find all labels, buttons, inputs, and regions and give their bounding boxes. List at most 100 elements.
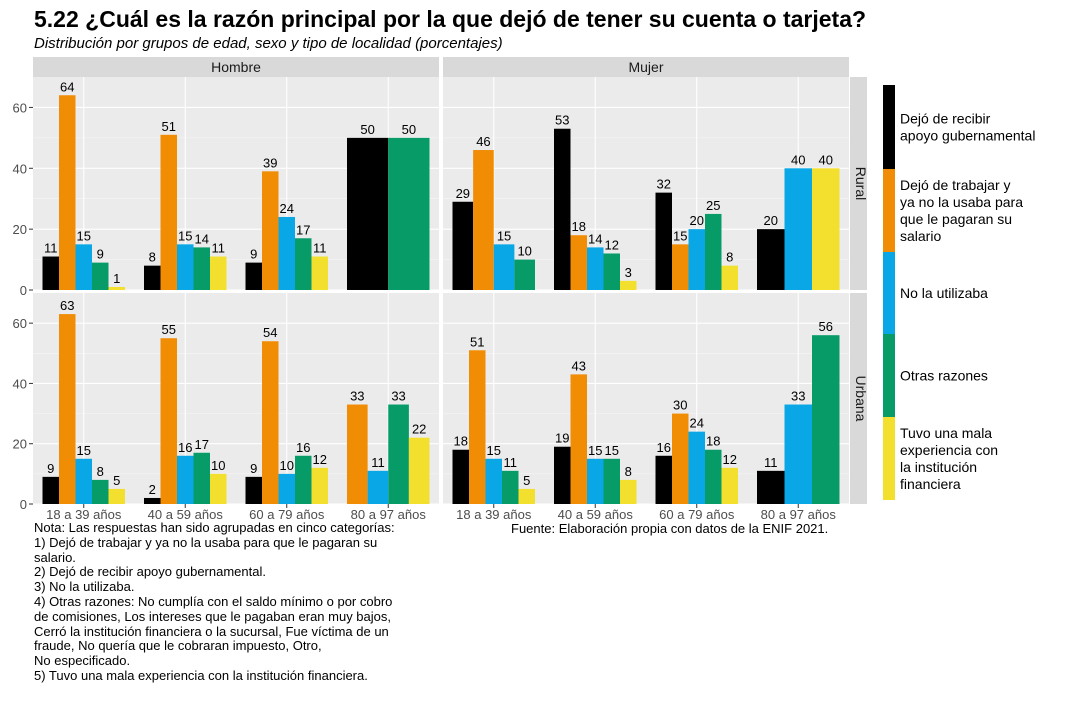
- bar: [193, 452, 210, 504]
- data-label: 2: [149, 482, 156, 497]
- chart-title: 5.22 ¿Cuál es la razón principal por la …: [34, 6, 867, 32]
- legend-label: que le pagaran su: [900, 211, 1012, 227]
- legend-key: [883, 417, 895, 500]
- data-label: 51: [470, 334, 484, 349]
- bar: [92, 479, 109, 504]
- data-label: 16: [657, 440, 671, 455]
- facet-strip-urbana: [850, 293, 867, 504]
- bar: [295, 238, 312, 290]
- data-label: 50: [360, 122, 374, 137]
- footnote: Nota: Las respuestas han sido agrupadas …: [34, 520, 395, 683]
- legend-label: la institución: [900, 459, 977, 475]
- panel-background: [33, 293, 439, 504]
- bar: [59, 314, 76, 504]
- data-label: 12: [723, 452, 737, 467]
- data-label: 15: [77, 228, 91, 243]
- bar: [570, 235, 587, 290]
- data-label: 40: [819, 152, 833, 167]
- bar: [554, 446, 571, 504]
- bar: [688, 229, 705, 290]
- data-label: 8: [149, 250, 156, 265]
- bar: [721, 467, 738, 504]
- legend-label: experiencia con: [900, 442, 998, 458]
- bar: [245, 476, 262, 504]
- bar: [75, 244, 92, 290]
- bar: [295, 455, 312, 504]
- bar: [388, 404, 409, 504]
- bar: [347, 137, 389, 290]
- bar: [603, 253, 620, 290]
- data-label: 11: [212, 241, 226, 256]
- bar: [388, 137, 430, 290]
- legend-label: financiera: [900, 476, 961, 492]
- data-label: 46: [476, 134, 490, 149]
- bar: [177, 455, 194, 504]
- data-label: 15: [178, 228, 192, 243]
- data-label: 10: [517, 244, 531, 259]
- bar: [587, 458, 604, 504]
- bar: [144, 497, 161, 504]
- bar: [59, 95, 76, 290]
- facet-strip-rural: [850, 77, 867, 290]
- legend-label: salario: [900, 228, 941, 244]
- data-label: 11: [44, 241, 58, 256]
- bar: [193, 247, 210, 290]
- data-label: 1: [113, 271, 120, 286]
- bar: [721, 265, 738, 290]
- bar: [262, 341, 279, 504]
- bar: [160, 134, 177, 290]
- data-label: 15: [497, 228, 511, 243]
- data-label: 51: [162, 119, 176, 134]
- facet-strip-hombre: [33, 57, 439, 77]
- y-tick-label: 40: [13, 376, 27, 391]
- data-label: 15: [588, 443, 602, 458]
- y-tick-label: 40: [13, 161, 27, 176]
- data-label: 11: [504, 455, 518, 470]
- bar: [518, 488, 535, 504]
- data-label: 30: [673, 398, 687, 413]
- bar: [177, 244, 194, 290]
- bar: [311, 256, 328, 290]
- x-tick-label: 40 a 59 años: [558, 507, 634, 522]
- bar: [452, 201, 474, 290]
- bar: [688, 431, 705, 504]
- data-label: 18: [706, 434, 720, 449]
- data-label: 8: [97, 464, 104, 479]
- y-tick-label: 0: [20, 497, 27, 512]
- bar: [160, 338, 177, 504]
- bar: [812, 168, 840, 290]
- data-label: 24: [690, 416, 704, 431]
- data-label: 50: [402, 122, 416, 137]
- x-tick-label: 18 a 39 años: [456, 507, 532, 522]
- data-label: 5: [113, 473, 120, 488]
- facet-strip-label: Urbana: [853, 376, 869, 422]
- facet-strip-label: Hombre: [211, 59, 261, 75]
- legend-key: [883, 334, 895, 417]
- legend-key: [883, 252, 895, 334]
- bar: [603, 458, 620, 504]
- bar: [311, 467, 328, 504]
- panel-background: [443, 293, 849, 504]
- bar: [262, 171, 279, 290]
- bar: [42, 476, 59, 504]
- data-label: 33: [350, 389, 364, 404]
- source-note: Fuente: Elaboración propia con datos de …: [511, 521, 829, 536]
- data-label: 29: [456, 186, 470, 201]
- data-label: 20: [690, 213, 704, 228]
- x-tick-label: 40 a 59 años: [148, 507, 224, 522]
- bar: [705, 213, 722, 290]
- data-label: 8: [625, 464, 632, 479]
- data-label: 17: [195, 437, 209, 452]
- bar: [245, 262, 262, 290]
- data-label: 55: [162, 322, 176, 337]
- data-label: 9: [47, 461, 54, 476]
- data-label: 11: [371, 455, 385, 470]
- bar: [469, 350, 486, 504]
- bar: [672, 413, 689, 504]
- data-label: 33: [391, 389, 405, 404]
- data-label: 3: [625, 265, 632, 280]
- data-label: 5: [523, 473, 530, 488]
- data-label: 56: [819, 319, 833, 334]
- data-label: 19: [555, 431, 569, 446]
- data-label: 24: [280, 201, 294, 216]
